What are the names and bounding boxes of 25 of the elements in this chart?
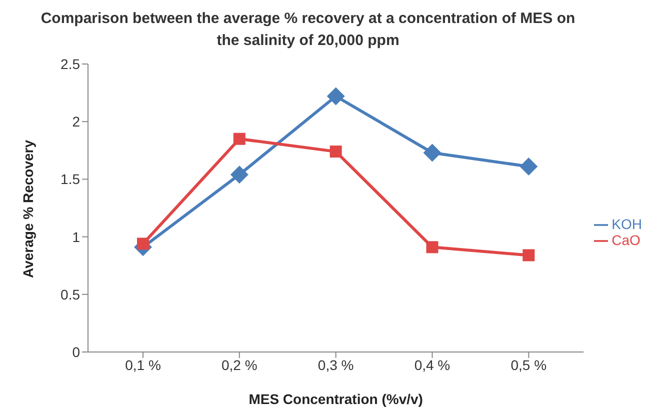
x-axis-title: MES Concentration (%v/v) <box>248 391 423 407</box>
y-tick-label: 1.5 <box>60 171 80 188</box>
point <box>230 166 248 184</box>
point <box>522 249 535 262</box>
y-tick-label: 2 <box>72 114 80 130</box>
point <box>330 146 342 158</box>
y-axis-title: Average % Recovery <box>20 140 36 278</box>
y-tick-label: 2.5 <box>60 56 80 72</box>
y-tick-label: 0 <box>72 344 80 360</box>
x-tick-label: 0,3 % <box>318 356 354 373</box>
legend-label: KOH <box>612 216 642 232</box>
chart-title: Comparison between the average % recovery at a concentration of MES on the salinity of 20,000 ppm <box>40 9 576 51</box>
point <box>326 87 345 106</box>
y-tick-label: 0.5 <box>60 286 80 302</box>
point <box>233 132 246 145</box>
x-tick-label: 0,2 % <box>222 356 258 373</box>
y-tick-label: 1 <box>72 228 80 245</box>
x-tick-label: 0,5 % <box>510 356 547 373</box>
x-tick-label: 0,4 % <box>414 356 450 373</box>
x-tick-label: 0,1 % <box>125 356 161 373</box>
point <box>423 144 442 162</box>
point <box>137 238 149 250</box>
point <box>520 158 538 176</box>
point <box>426 241 438 254</box>
legend-label: CaO <box>612 232 640 248</box>
